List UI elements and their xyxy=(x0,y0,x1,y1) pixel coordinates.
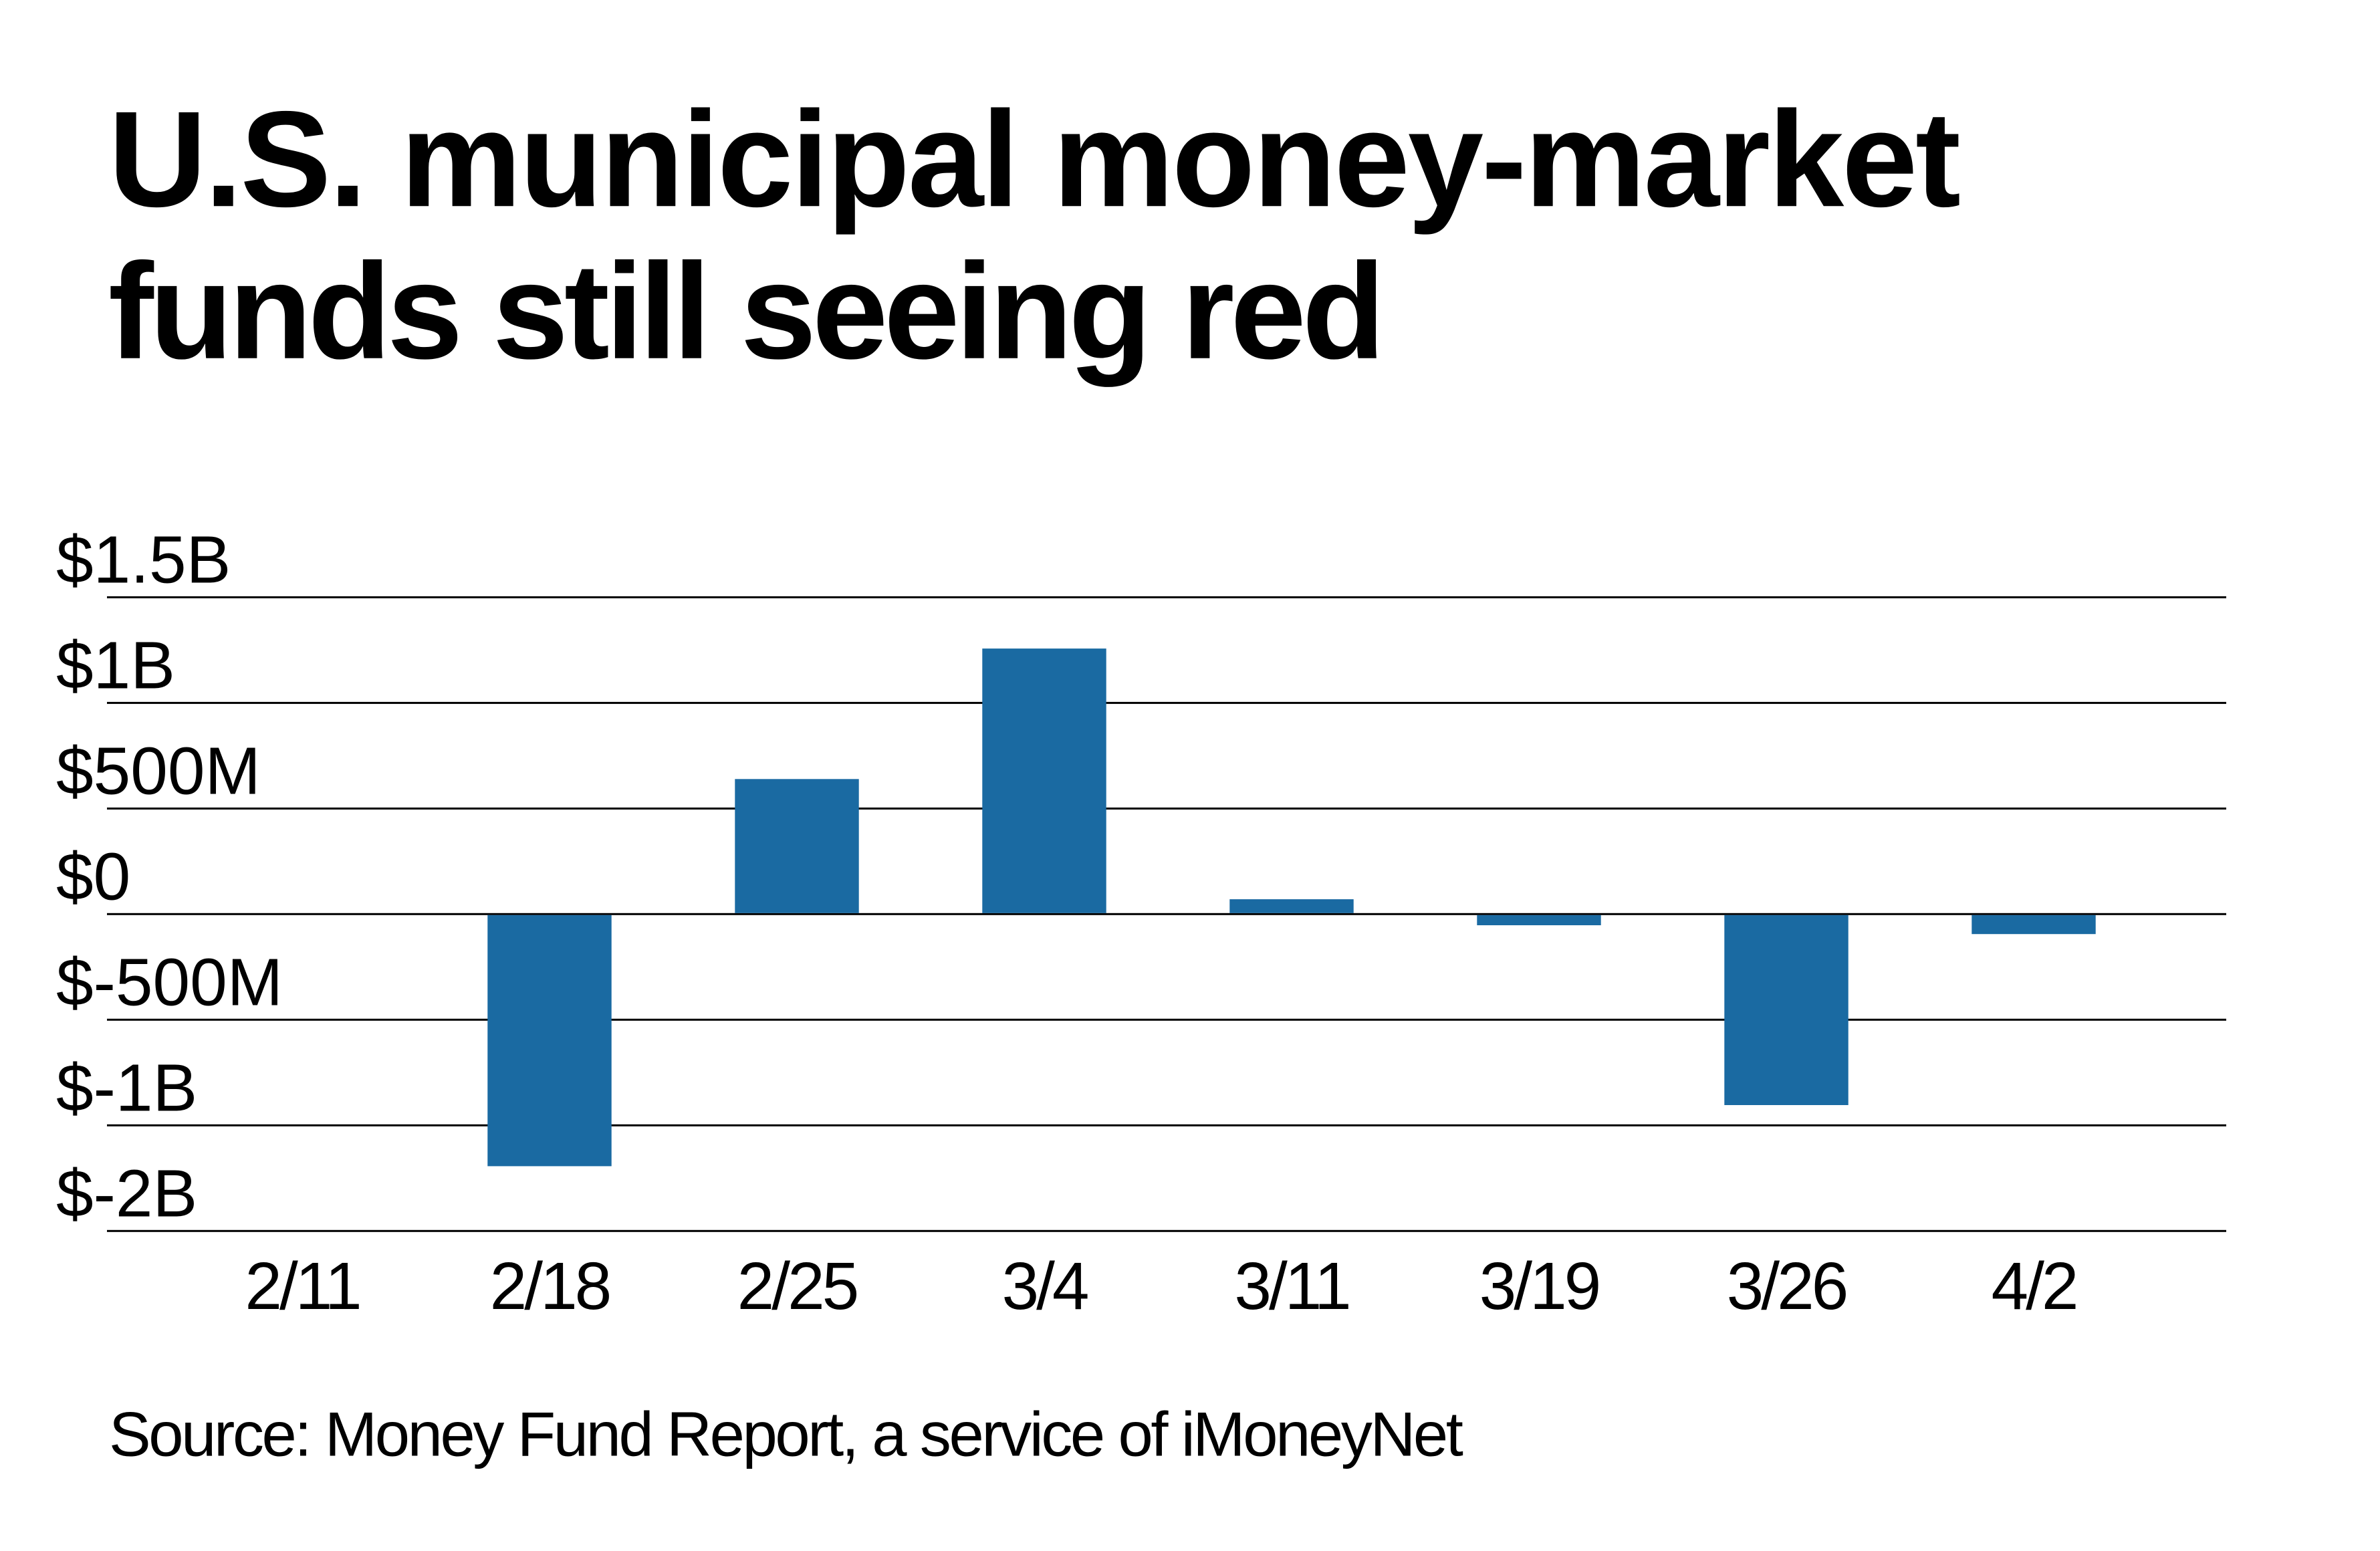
svg-text:2/18: 2/18 xyxy=(490,1249,610,1324)
svg-text:$500M: $500M xyxy=(56,733,261,808)
svg-text:U.S. municipal money-market: U.S. municipal money-market xyxy=(108,83,1959,235)
svg-text:3/4: 3/4 xyxy=(1001,1249,1087,1324)
svg-text:3/11: 3/11 xyxy=(1234,1249,1348,1324)
svg-text:3/26: 3/26 xyxy=(1727,1249,1847,1324)
svg-text:Source: Money Fund Report, a s: Source: Money Fund Report, a service of … xyxy=(109,1399,1463,1469)
svg-text:4/2: 4/2 xyxy=(1991,1249,2076,1324)
svg-text:$-1B: $-1B xyxy=(56,1050,197,1125)
svg-text:3/19: 3/19 xyxy=(1479,1249,1599,1324)
svg-text:$-2B: $-2B xyxy=(56,1156,197,1231)
svg-text:2/11: 2/11 xyxy=(245,1249,359,1324)
svg-text:$0: $0 xyxy=(56,839,130,914)
svg-text:funds still seeing red: funds still seeing red xyxy=(108,235,1381,388)
svg-text:$-500M: $-500M xyxy=(56,945,283,1020)
svg-text:$1.5B: $1.5B xyxy=(56,522,231,597)
svg-text:2/25: 2/25 xyxy=(737,1249,857,1324)
svg-text:$1B: $1B xyxy=(56,628,175,703)
